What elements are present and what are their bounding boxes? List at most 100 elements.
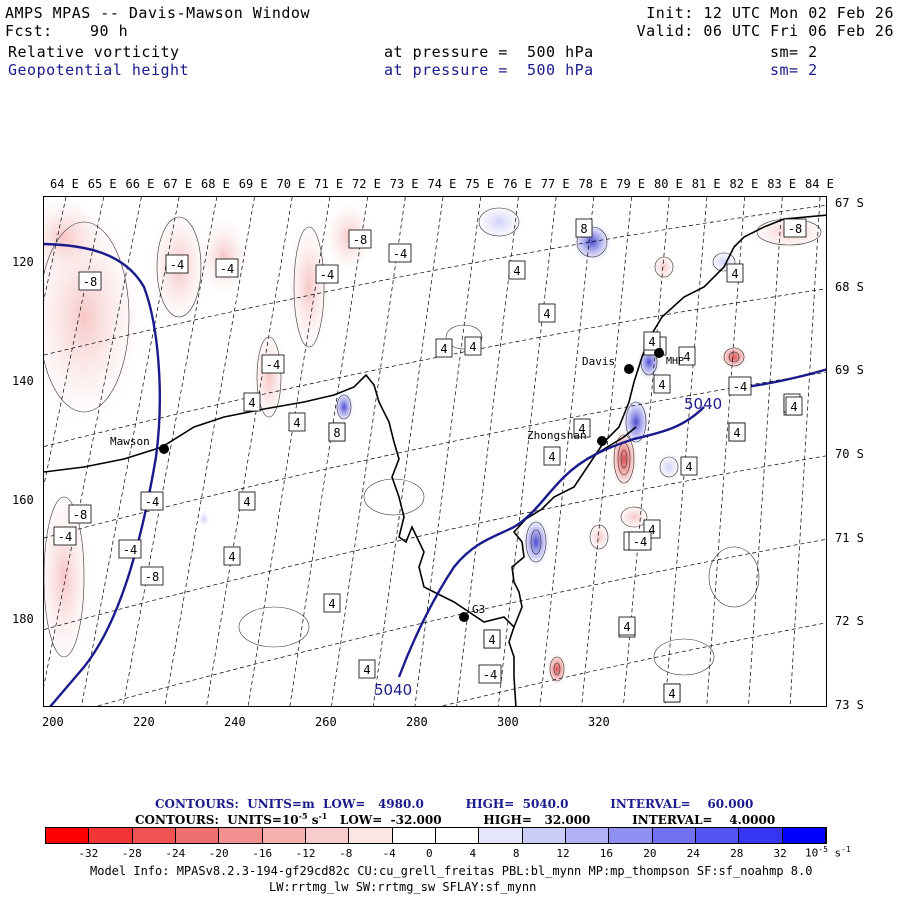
vorticity-label-box: -8 [348, 229, 372, 249]
colorbar-units-exp: -5 [818, 845, 828, 854]
vorticity-label-text: -8 [83, 275, 97, 289]
colorbar-tick-label: -8 [339, 847, 353, 860]
vorticity-label-text: 4 [658, 378, 665, 392]
meridian-line [122, 197, 218, 706]
vorticity-label-box: -8 [783, 218, 807, 238]
vorticity-labels: -8-4-4-4-8-4-8-4-4-8-44444844-444444-4-4… [53, 218, 807, 703]
longitude-label: 77 E [540, 177, 570, 191]
longitude-label: 65 E [87, 177, 117, 191]
colorbar-tick-label: -16 [252, 847, 273, 860]
vorticity-label-text: -4 [123, 543, 137, 557]
vorticity-contour-units: CONTOURS: UNITS=10 [135, 813, 299, 827]
vorticity-label-box: 4 [358, 659, 376, 679]
vorticity-label-box: -4 [53, 526, 77, 546]
vorticity-label-text: -4 [633, 535, 647, 549]
vorticity-label-box: 4 [288, 412, 306, 432]
map-panel: -8-4-4-4-8-4-8-4-4-8-44444844-444444-4-4… [43, 196, 827, 707]
y-tick-label: 140 [12, 374, 34, 388]
colorbar-units-s: s [827, 846, 842, 860]
latitude-label: 72 S [835, 614, 864, 629]
colorbar-swatch [46, 828, 90, 843]
longitude-label: 73 E [389, 177, 419, 191]
vorticity-label-text: 4 [623, 620, 630, 634]
x-tick-label: 280 [406, 715, 428, 729]
vorticity-label-text: 4 [469, 340, 476, 354]
vorticity-contour-units-s: s [307, 813, 319, 827]
station-dot-icon[interactable] [624, 364, 634, 374]
x-tick-label: 240 [224, 715, 246, 729]
colorbar-swatch [132, 828, 176, 843]
parallel-line [44, 288, 826, 447]
vorticity-label-text: -8 [73, 508, 87, 522]
colorbar-tick-label: -24 [165, 847, 186, 860]
vorticity-label-text: 4 [248, 396, 255, 410]
vorticity-label-text: -4 [483, 668, 497, 682]
longitude-label: 78 E [578, 177, 608, 191]
height-label: 5040 [374, 681, 412, 699]
parallel-line [96, 539, 826, 706]
colorbar-tick-label: 32 [773, 847, 787, 860]
colorbar-tick-label: -12 [295, 847, 316, 860]
height-label: 5040 [684, 395, 722, 413]
vorticity-contour-info: CONTOURS: UNITS=10-5 s-1 LOW= -32.000 HI… [135, 811, 775, 827]
latitude-label: 70 S [835, 447, 864, 461]
vorticity-label-text: -8 [788, 222, 802, 236]
vorticity-label-text: 4 [731, 267, 738, 281]
parallel-line [44, 706, 827, 707]
vorticity-label-box: -4 [728, 376, 752, 396]
vorticity-label-box: 4 [728, 422, 746, 442]
longitude-label: 66 E [125, 177, 155, 191]
vorticity-label-text: 4 [363, 663, 370, 677]
longitude-label: 80 E [654, 177, 683, 191]
station-label-mawson: Mawson [110, 435, 150, 448]
vorticity-label-box: -8 [68, 504, 92, 524]
forecast-label: Fcst: [5, 22, 53, 40]
init-time: Init: 12 UTC Mon 02 Feb 26 [646, 4, 894, 22]
vorticity-label-text: 4 [440, 342, 447, 356]
meridian-line [164, 197, 255, 706]
map-canvas: -8-4-4-4-8-4-8-4-4-8-44444844-444444-4-4… [44, 197, 827, 707]
station-dot-icon[interactable] [654, 348, 664, 358]
vorticity-label-box: -4 [628, 531, 652, 551]
parallel-line [44, 371, 826, 539]
vorticity-label-box: -4 [118, 539, 142, 559]
station-label-mhp: MHP [666, 356, 684, 367]
vorticity-label-box: -4 [478, 664, 502, 684]
colorbar-tick-label: 16 [599, 847, 614, 860]
vorticity-label-text: 4 [513, 264, 520, 278]
longitude-label: 82 E [729, 177, 759, 191]
field1-smoothing: sm= 2 [770, 43, 818, 61]
meridian-line [81, 197, 180, 706]
station-dot-icon[interactable] [597, 436, 607, 446]
longitude-label: 83 E [767, 177, 797, 191]
vorticity-label-box: 4 [678, 346, 696, 366]
colorbar-swatch [305, 828, 350, 843]
vorticity-label-text: -4 [170, 258, 184, 272]
latitude-label: 73 S [835, 698, 864, 712]
longitude-label: 72 E [352, 177, 381, 191]
longitude-label: 76 E [503, 177, 532, 191]
vorticity-label-box: -4 [388, 243, 412, 263]
vorticity-label-text: -4 [266, 358, 280, 372]
longitude-label: 70 E [276, 177, 306, 191]
colorbar-units-s-exp: -1 [841, 845, 851, 854]
vorticity-label-box: -8 [140, 566, 164, 586]
colorbar-tick-label: 8 [512, 847, 520, 860]
latitude-label: 71 S [835, 530, 864, 545]
field2-name: Geopotential height [8, 61, 190, 79]
latitude-label: 67 S [835, 196, 864, 210]
y-tick-label: 180 [12, 612, 34, 626]
station-dot-icon[interactable] [459, 612, 469, 622]
longitude-label: 75 E [465, 177, 495, 191]
station-dot-icon[interactable] [159, 444, 169, 454]
colorbar-swatch [522, 828, 566, 843]
colorbar-swatch [782, 828, 826, 843]
vorticity-label-text: 4 [790, 400, 797, 414]
x-tick-label: 320 [588, 715, 610, 729]
vorticity-label-text: 4 [293, 416, 300, 430]
colorbar-units: 10-5 s-1 [805, 845, 851, 860]
colorbar-swatch [739, 828, 783, 843]
x-tick-label: 200 [42, 715, 64, 729]
colorbar-tick-label: 12 [556, 847, 570, 860]
colorbar-tick-label: -20 [208, 847, 229, 860]
